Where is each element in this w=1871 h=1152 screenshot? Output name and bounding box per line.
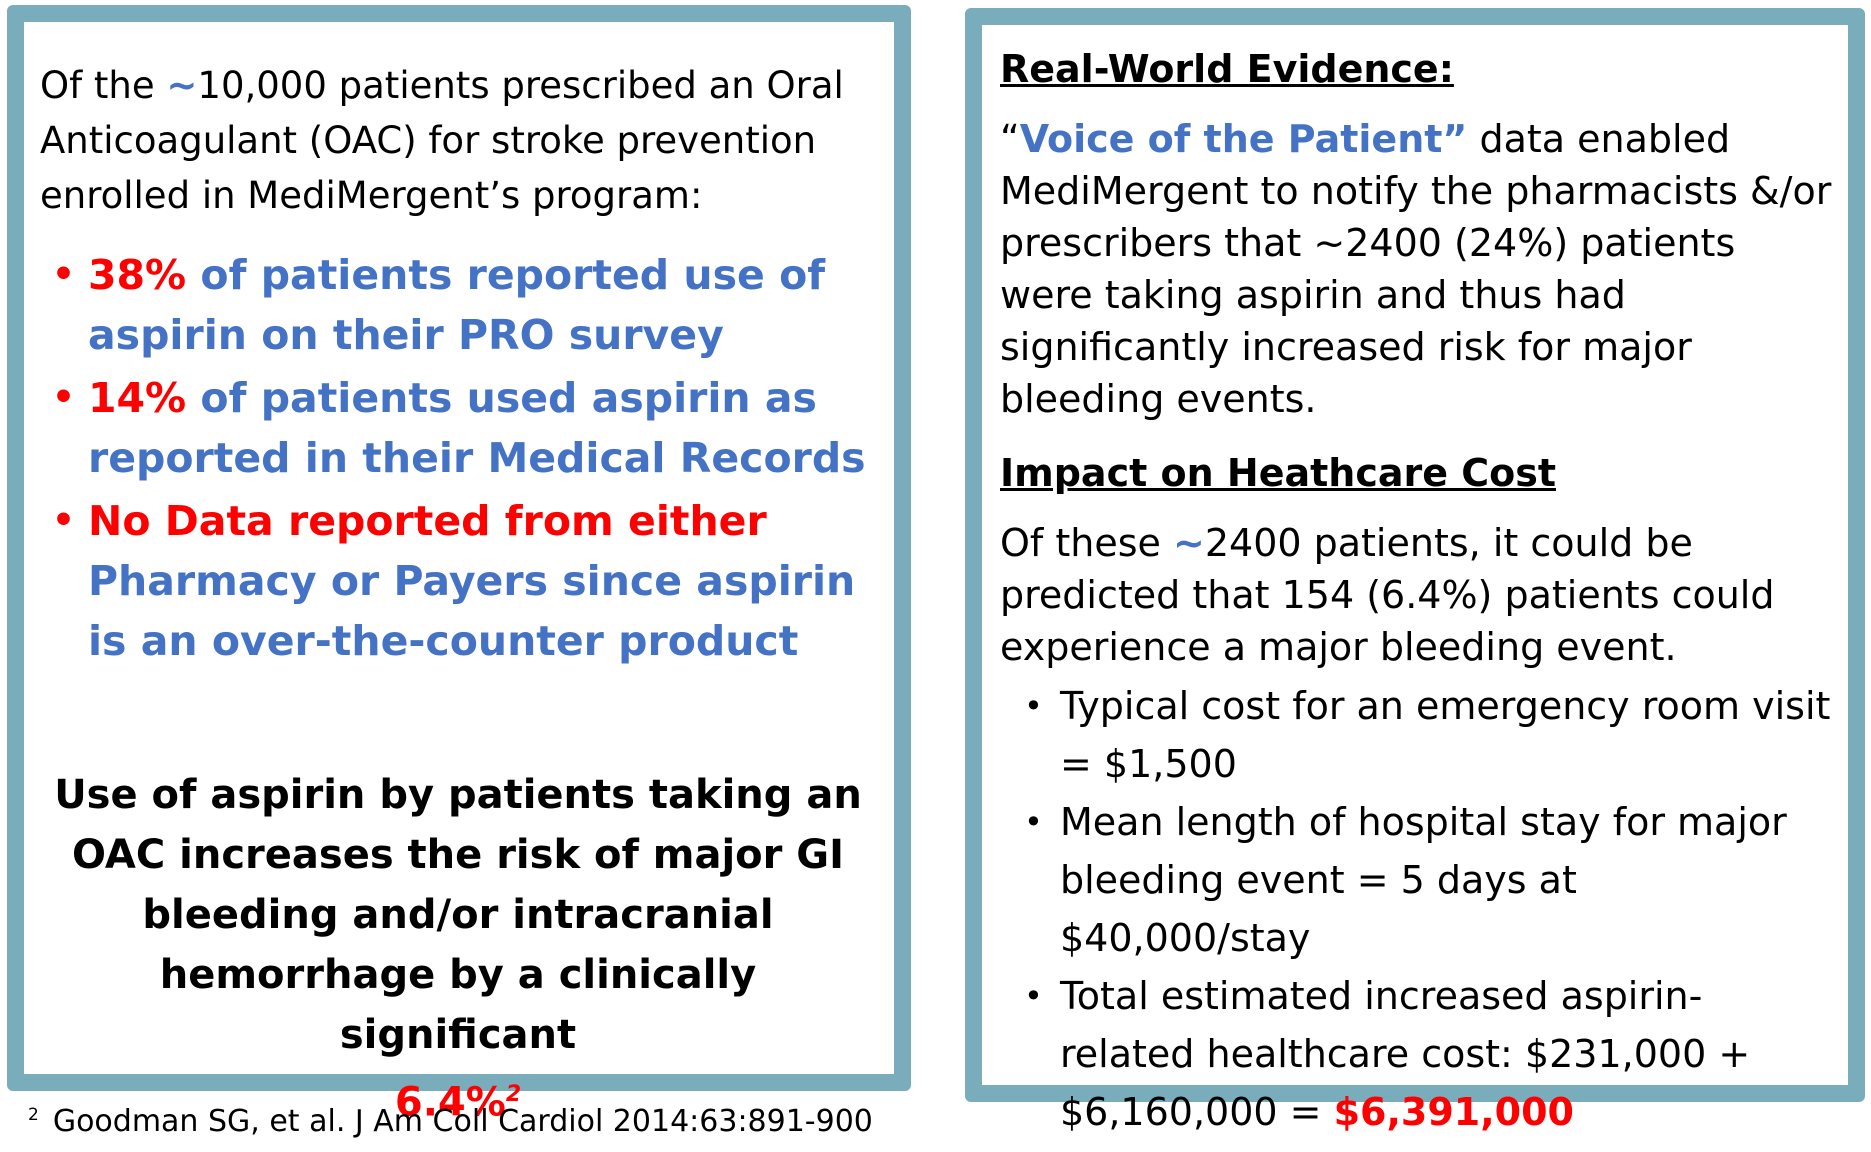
intro-pre: Of the [40, 64, 167, 107]
bullet-dot-icon: • [1024, 687, 1043, 725]
cost-text: Total estimated increased aspirin-relate… [1060, 974, 1751, 1134]
impact-tilde: ~ [1173, 521, 1205, 565]
open-quote: “ [1000, 117, 1020, 161]
finding-item: • 38% of patients reported use of aspirin… [40, 245, 876, 365]
impact-post: 2400 patients, it could be predicted tha… [1000, 521, 1775, 669]
finding-item: • 14% of patients used aspirin as reporte… [40, 368, 876, 488]
heading-real-world-evidence: Real-World Evidence: [1000, 47, 1454, 91]
impact-paragraph: Of these ~2400 patients, it could be pre… [1000, 517, 1832, 673]
impact-pre: Of these [1000, 521, 1173, 565]
evidence-paragraph: “Voice of the Patient” data enabled Medi… [1000, 113, 1832, 425]
footnote: 2 Goodman SG, et al. J Am Coll Cardiol 20… [28, 1095, 873, 1142]
conclusion-value: 6.4% [394, 1079, 506, 1126]
bullet-dot-icon: • [52, 377, 76, 418]
footnote-text: Goodman SG, et al. J Am Coll Cardiol 201… [52, 1104, 873, 1139]
footnote-ref: 2 [28, 1105, 39, 1125]
intro-post: 10,000 patients prescribed an Oral Antic… [40, 64, 844, 217]
bullet-dot-icon: • [1024, 803, 1043, 841]
intro-paragraph: Of the ~10,000 patients prescribed an Or… [40, 58, 876, 223]
cost-item: • Mean length of hospital stay for major … [1000, 793, 1832, 967]
voice-of-patient: Voice of the Patient” [1019, 117, 1468, 161]
left-panel: Of the ~10,000 patients prescribed an Or… [7, 5, 911, 1125]
finding-highlight: 38% [88, 251, 187, 299]
conclusion-statement: Use of aspirin by patients taking an OAC… [40, 765, 876, 1132]
cost-text: Mean length of hospital stay for major b… [1060, 800, 1787, 960]
finding-item: • No Data reported from either Pharmacy o… [40, 491, 876, 671]
right-panel: Real-World Evidence: “Voice of the Patie… [965, 8, 1865, 1134]
conclusion-ref: 2 [505, 1082, 522, 1107]
heading-impact-cost: Impact on Heathcare Cost [1000, 451, 1557, 495]
finding-highlight: No Data reported from either [88, 497, 767, 545]
cost-list: • Typical cost for an emergency room visi… [1000, 677, 1832, 1141]
finding-text: of patients reported use of aspirin on t… [88, 251, 826, 359]
bullet-dot-icon: • [52, 254, 76, 295]
finding-highlight: 14% [88, 374, 187, 422]
conclusion-text: Use of aspirin by patients taking an OAC… [54, 772, 862, 1058]
finding-text: of patients used aspirin as reported in … [88, 374, 866, 482]
cost-item: • Typical cost for an emergency room visi… [1000, 677, 1832, 793]
total-cost: $6,391,000 [1333, 1090, 1574, 1134]
cost-text: Typical cost for an emergency room visit… [1060, 684, 1831, 786]
evidence-text: data enabled MediMergent to notify the p… [1000, 117, 1832, 421]
cost-item: • Total estimated increased aspirin-relat… [1000, 967, 1832, 1141]
bullet-dot-icon: • [1024, 977, 1043, 1015]
finding-text: Pharmacy or Payers since aspirin is an o… [88, 557, 856, 665]
intro-tilde: ~ [166, 64, 198, 107]
findings-list: • 38% of patients reported use of aspirin… [40, 245, 876, 671]
bullet-dot-icon: • [52, 500, 76, 541]
